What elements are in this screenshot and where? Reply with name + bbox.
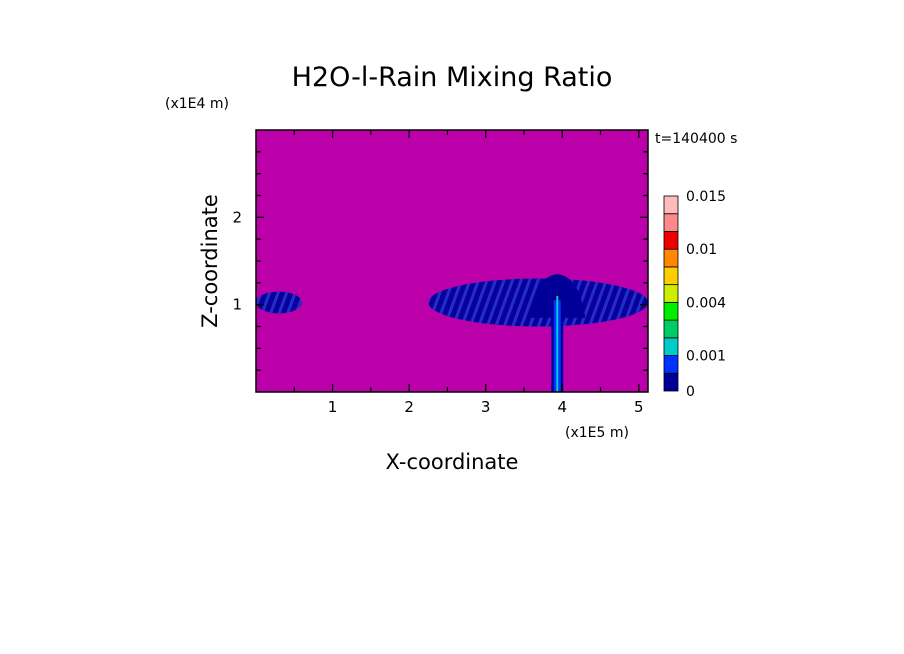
chart-title: H2O-l-Rain Mixing Ratio: [292, 62, 613, 93]
x-tick-label: 5: [634, 398, 644, 416]
rain-regions: [256, 274, 648, 392]
x-unit-label: (x1E5 m): [565, 425, 629, 441]
y-tick-label: 1: [232, 296, 242, 314]
y-unit-label: (x1E4 m): [165, 96, 229, 112]
colorbar-label: 0.01: [686, 242, 717, 258]
x-axis: 1 2 3 4 5: [293, 130, 644, 416]
x-tick-label: 1: [328, 398, 338, 416]
rain-region-1: [256, 291, 302, 314]
colorbar-swatch: [663, 284, 679, 303]
y-axis-title: Z-coordinate: [198, 194, 222, 328]
y-axis: 12: [232, 151, 648, 371]
x-tick-label: 2: [404, 398, 414, 416]
colorbar-swatch: [663, 213, 679, 232]
colorbar-swatch: [663, 319, 679, 339]
colorbar: 0 0.001 0.004 0.01 0.015: [663, 189, 726, 400]
colorbar-swatch: [663, 337, 679, 356]
x-tick-label: 4: [557, 398, 567, 416]
colorbar-swatch: [663, 355, 679, 374]
rain-core-peak: [556, 295, 559, 392]
colorbar-label: 0.004: [686, 295, 726, 311]
time-label: t=140400 s: [655, 131, 737, 147]
plot-area: [256, 130, 648, 392]
colorbar-swatch: [663, 231, 679, 250]
no-rain-background: [256, 130, 648, 392]
colorbar-swatch: [663, 248, 679, 268]
y-tick-label: 2: [232, 208, 242, 226]
colorbar-label: 0.001: [686, 349, 726, 365]
colorbar-swatch: [663, 266, 679, 286]
x-axis-title: X-coordinate: [386, 450, 519, 474]
x-tick-label: 3: [481, 398, 491, 416]
colorbar-swatch: [663, 372, 679, 392]
colorbar-label: 0: [686, 384, 695, 400]
colorbar-swatch: [663, 195, 679, 215]
colorbar-label: 0.015: [686, 189, 726, 205]
colorbar-swatch: [663, 301, 679, 321]
